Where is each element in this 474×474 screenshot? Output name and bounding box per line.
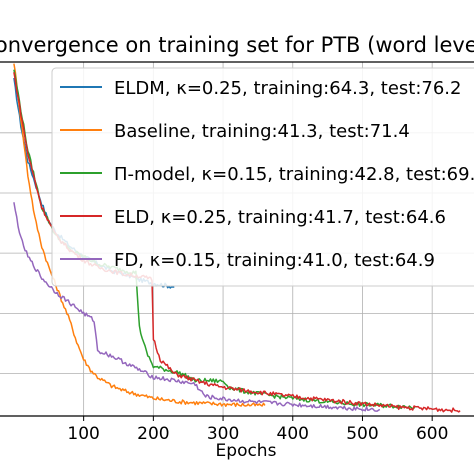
legend-label: ELD, κ=0.25, training:41.7, test:64.6 bbox=[114, 207, 446, 228]
legend: ELDM, κ=0.25, training:64.3, test:76.2 Ba… bbox=[51, 67, 474, 287]
series-line-5 bbox=[13, 202, 381, 412]
chart-title: Convergence on training set for PTB (wor… bbox=[0, 33, 474, 57]
tick-layer: 100 200 300 400 500 600 bbox=[67, 416, 448, 444]
x-tick-label: 600 bbox=[416, 424, 448, 444]
legend-label: Baseline, training:41.3, test:71.4 bbox=[114, 121, 410, 142]
x-tick-label: 500 bbox=[346, 424, 378, 444]
legend-label: FD, κ=0.15, training:41.0, test:64.9 bbox=[114, 250, 435, 271]
x-tick-label: 100 bbox=[67, 424, 99, 444]
x-tick-label: 300 bbox=[207, 424, 239, 444]
legend-label: ELDM, κ=0.25, training:64.3, test:76.2 bbox=[114, 78, 461, 99]
x-tick-label: 200 bbox=[137, 424, 169, 444]
legend-box bbox=[51, 67, 474, 287]
legend-label: Π-model, κ=0.15, training:42.8, test:69.… bbox=[114, 164, 474, 185]
x-axis-label: Epochs bbox=[216, 441, 277, 461]
x-tick-label: 400 bbox=[277, 424, 309, 444]
legend-items: ELDM, κ=0.25, training:64.3, test:76.2 Ba… bbox=[60, 78, 474, 271]
